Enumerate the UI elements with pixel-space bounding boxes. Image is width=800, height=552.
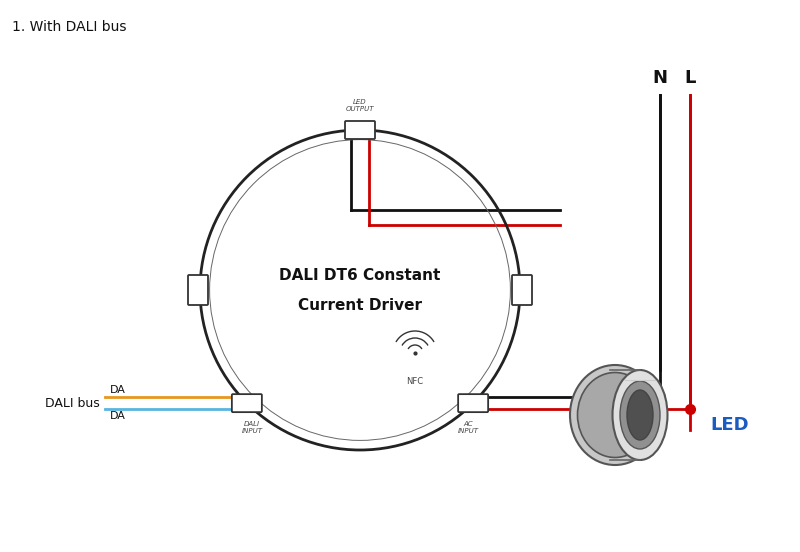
Text: L: L: [684, 69, 696, 87]
Text: Current Driver: Current Driver: [298, 298, 422, 312]
Text: N: N: [653, 69, 667, 87]
Ellipse shape: [578, 373, 653, 458]
Ellipse shape: [613, 370, 667, 460]
FancyBboxPatch shape: [188, 275, 208, 305]
Text: LED: LED: [710, 416, 749, 434]
FancyBboxPatch shape: [232, 394, 262, 412]
Text: DA: DA: [110, 385, 126, 395]
Text: DALI DT6 Constant: DALI DT6 Constant: [279, 268, 441, 283]
Text: 1. With DALI bus: 1. With DALI bus: [12, 20, 126, 34]
Text: DA: DA: [110, 411, 126, 421]
Text: AC
INPUT: AC INPUT: [458, 421, 478, 434]
FancyBboxPatch shape: [458, 394, 488, 412]
FancyBboxPatch shape: [512, 275, 532, 305]
FancyBboxPatch shape: [345, 121, 375, 139]
Text: LED
OUTPUT: LED OUTPUT: [346, 99, 374, 112]
Text: DALI
INPUT: DALI INPUT: [242, 421, 262, 434]
Text: DALI bus: DALI bus: [46, 397, 100, 410]
Ellipse shape: [620, 381, 660, 449]
Text: NFC: NFC: [406, 377, 423, 386]
Ellipse shape: [627, 390, 653, 440]
Ellipse shape: [570, 365, 660, 465]
